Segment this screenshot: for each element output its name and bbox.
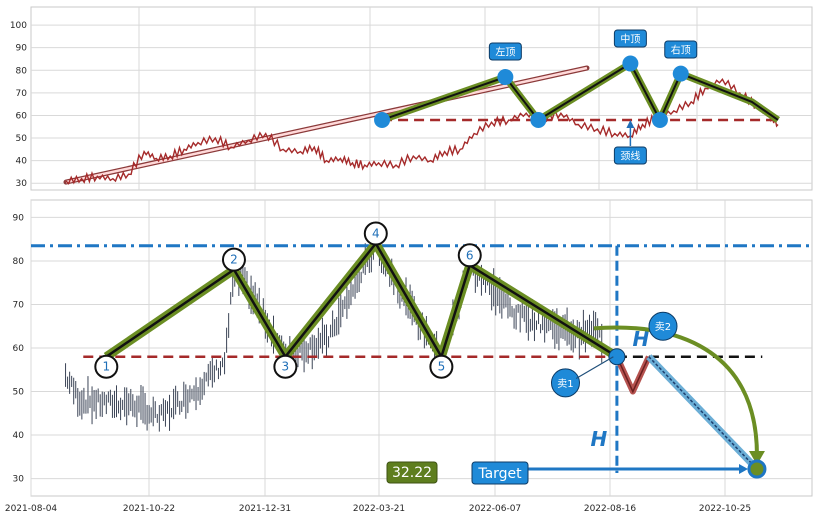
bottom-y-tick-label: 80	[13, 257, 25, 267]
top-annotation-label: 中顶	[620, 33, 640, 46]
top-zigzag	[381, 62, 779, 121]
pattern-point-label: 4	[372, 227, 380, 241]
breakout-node	[608, 348, 626, 366]
top-y-tick-label: 60	[16, 111, 28, 121]
bottom-y-tick-label: 90	[13, 213, 25, 223]
x-tick-label: 2022-10-25	[699, 504, 751, 514]
bottom-y-tick-label: 40	[13, 431, 25, 441]
top-pattern-node	[651, 111, 668, 128]
target-marker	[747, 459, 767, 479]
pattern-point-6	[457, 243, 482, 268]
x-tick-label: 2022-06-07	[469, 504, 521, 514]
target-label: Target	[477, 466, 522, 482]
top-y-tick-label: 40	[16, 157, 28, 167]
pattern-point-label: 3	[282, 360, 290, 374]
top-y-tick-label: 100	[10, 21, 27, 31]
top-y-tick-label: 80	[16, 66, 28, 76]
target-value-label: 32.22	[392, 465, 432, 481]
pattern-point-label: 6	[466, 248, 474, 262]
curved-arrow	[593, 325, 759, 456]
top-annotation-box	[613, 146, 647, 165]
x-tick-label: 2021-12-31	[239, 504, 291, 514]
top-annotation-box	[613, 29, 647, 48]
top-pattern-node	[374, 111, 391, 128]
height-label-small: H	[633, 327, 650, 351]
top-y-tick-label: 50	[16, 134, 28, 144]
top-y-tick-label: 70	[16, 89, 28, 99]
sell1-marker	[550, 368, 580, 398]
height-label: H	[591, 427, 608, 451]
pattern-point-label: 1	[103, 360, 111, 374]
top-y-tick-label: 90	[16, 44, 28, 54]
top-pattern-node	[497, 69, 514, 86]
x-tick-label: 2021-08-04	[5, 504, 58, 514]
top-annotation-label: 颈线	[620, 150, 640, 163]
bottom-y-tick-label: 50	[13, 388, 25, 398]
x-tick-label: 2022-08-16	[584, 504, 637, 514]
top-annotation-label: 左顶	[495, 46, 515, 59]
pattern-point-1	[94, 354, 119, 379]
pattern-point-label: 2	[230, 253, 238, 267]
projection-line	[648, 356, 758, 470]
sell1-label: 卖1	[557, 378, 573, 390]
top-annotation-box	[664, 40, 698, 59]
top-pattern-node	[672, 65, 689, 82]
top-y-tick-label: 30	[16, 179, 28, 189]
bottom-y-tick-label: 70	[13, 300, 25, 310]
top-annotation-label: 右顶	[671, 44, 691, 57]
pattern-point-5	[429, 354, 454, 379]
target-arrow-head	[738, 464, 748, 475]
target-value-box	[386, 461, 438, 484]
bottom-y-tick-label: 60	[13, 344, 25, 354]
curved-arrow-head	[748, 451, 765, 466]
x-tick-label: 2021-10-22	[123, 504, 175, 514]
target-box	[471, 461, 529, 485]
top-pattern-node	[622, 55, 639, 72]
x-tick-label: 2022-03-21	[353, 504, 405, 514]
pattern-point-3	[273, 354, 298, 379]
pattern-point-2	[221, 247, 246, 272]
throwback	[616, 356, 650, 394]
trend-arrow	[65, 66, 588, 184]
sell2-label: 卖2	[655, 321, 671, 333]
neckline-pointer-head	[626, 120, 635, 128]
bottom-y-tick-label: 30	[13, 475, 25, 485]
sell2-marker	[648, 311, 678, 341]
top-annotation-box	[488, 42, 522, 61]
sell1-pointer	[575, 356, 614, 379]
pattern-point-4	[363, 221, 388, 246]
top-pattern-node	[530, 111, 547, 128]
pattern-point-label: 5	[438, 360, 446, 374]
